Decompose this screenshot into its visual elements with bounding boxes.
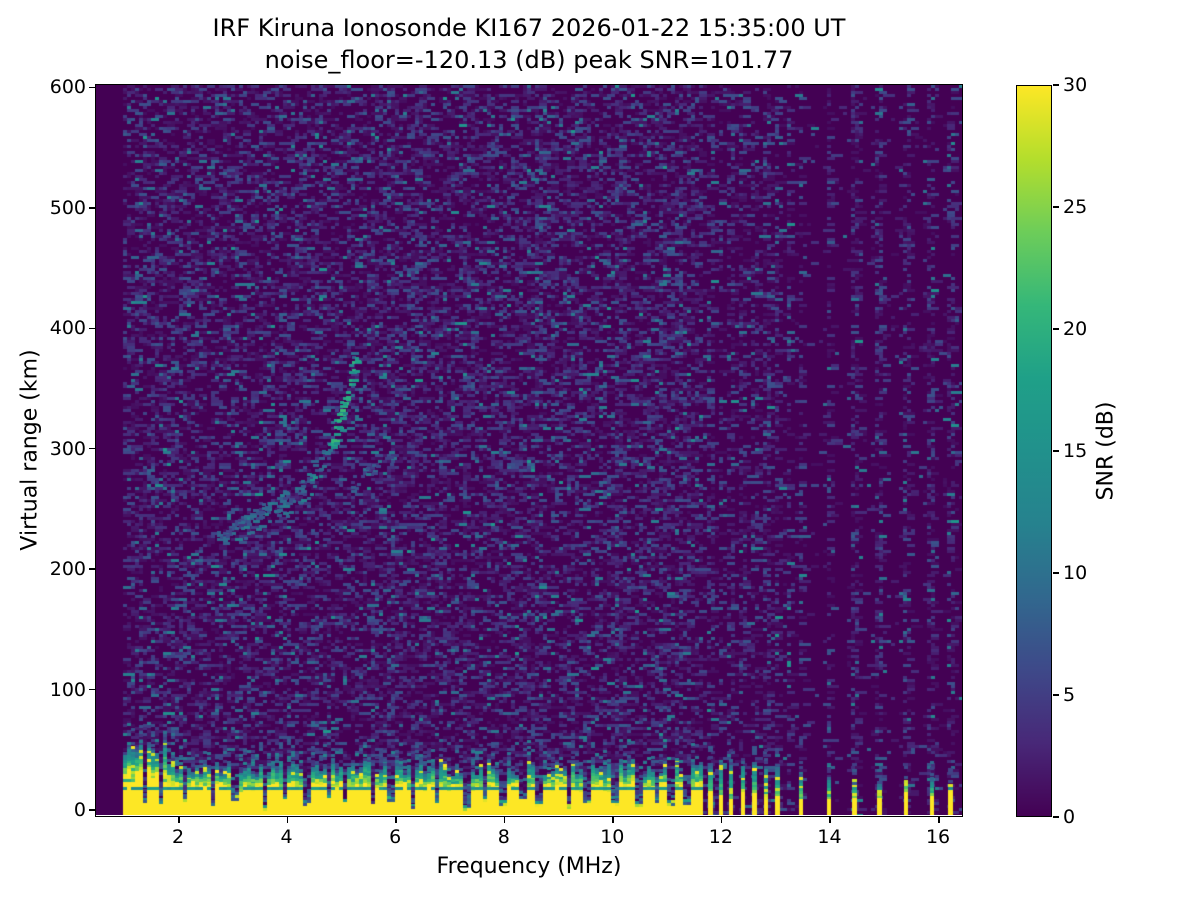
colorbar-tick-mark: [1053, 816, 1059, 818]
x-tick-label: 8: [497, 826, 510, 848]
x-tick-mark: [395, 816, 397, 823]
ionogram-heatmap: [96, 85, 962, 815]
x-tick-mark: [286, 816, 289, 823]
y-tick-mark: [89, 568, 96, 570]
x-tick-label: 2: [171, 826, 185, 848]
x-tick-label: 12: [708, 826, 733, 848]
y-tick-label: 500: [49, 196, 86, 219]
x-tick-label: 14: [817, 826, 842, 848]
colorbar-tick-mark: [1053, 572, 1059, 574]
y-tick-mark: [89, 207, 96, 209]
y-tick-mark: [89, 327, 96, 330]
x-tick-label: 10: [600, 826, 625, 848]
y-tick-label: 600: [49, 76, 86, 99]
colorbar-tick-mark: [1053, 694, 1059, 696]
y-tick-label: 100: [49, 678, 86, 701]
chart-title-line1: IRF Kiruna Ionosonde KI167 2026-01-22 15…: [212, 14, 846, 42]
y-tick-label: 0: [73, 799, 86, 821]
colorbar-tick-mark: [1053, 450, 1059, 452]
colorbar-tick-mark: [1053, 206, 1059, 208]
colorbar-tick-label: 5: [1063, 684, 1076, 706]
y-axis-label: Virtual range (km): [17, 349, 43, 551]
x-tick-mark: [720, 816, 723, 823]
colorbar-tick-label: 0: [1063, 806, 1076, 828]
colorbar-tick-label: 15: [1063, 440, 1088, 462]
x-tick-mark: [612, 816, 614, 823]
y-tick-label: 400: [49, 317, 86, 340]
colorbar-tick-label: 20: [1063, 318, 1088, 340]
y-tick-label: 300: [49, 437, 86, 460]
x-tick-mark: [503, 816, 506, 823]
x-axis-label: Frequency (MHz): [436, 854, 622, 879]
y-tick-mark: [89, 86, 96, 89]
x-tick-label: 4: [280, 826, 293, 848]
x-tick-mark: [178, 816, 180, 823]
y-tick-mark: [89, 809, 96, 811]
colorbar-tick-label: 25: [1063, 196, 1088, 218]
chart-title-line2: noise_floor=-120.13 (dB) peak SNR=101.77: [264, 46, 794, 75]
x-tick-label: 16: [925, 826, 951, 848]
x-tick-label: 6: [389, 826, 402, 848]
x-tick-mark: [938, 816, 940, 823]
y-tick-mark: [89, 447, 96, 450]
y-tick-label: 200: [49, 558, 86, 581]
colorbar-label: SNR (dB): [1093, 401, 1119, 501]
colorbar-tick-mark: [1053, 84, 1059, 86]
colorbar-gradient: [1016, 85, 1052, 817]
x-tick-mark: [829, 816, 831, 823]
colorbar-tick-mark: [1053, 328, 1059, 330]
colorbar-tick-label: 30: [1063, 74, 1088, 96]
chart-title: IRF Kiruna Ionosonde KI167 2026-01-22 15…: [96, 12, 962, 77]
colorbar-tick-label: 10: [1063, 562, 1088, 584]
y-tick-mark: [89, 688, 96, 691]
